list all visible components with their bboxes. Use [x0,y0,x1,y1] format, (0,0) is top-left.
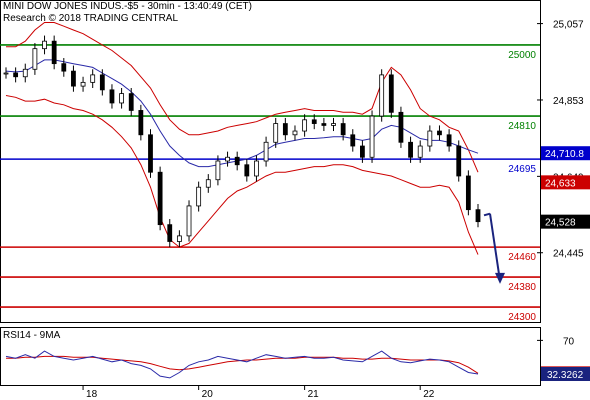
rsi-y-tick-label: 70 [563,336,575,347]
candle-body [176,235,182,242]
candle-body [263,141,269,162]
candle-body [22,68,28,78]
value-box-band [541,175,590,190]
candle-body [99,74,105,91]
copyright-text: Research © 2018 TRADING CENTRAL [3,13,179,24]
y-tick-label: 24,445 [553,249,584,260]
candle-body [51,40,57,65]
level-label-25000: 25000 [508,50,536,61]
candle-body [475,209,481,223]
level-label-24810: 24810 [508,121,536,132]
rsi-title: RSI14 - 9MA [3,330,61,341]
rsi-value-box-rsi [541,367,590,382]
y-tick-label: 24,853 [553,96,584,107]
candle-body [446,134,452,147]
candle-body [148,134,153,173]
value-box-label-band: 24,633 [545,178,576,189]
candle-body [398,111,404,143]
rsi-value-box-label-rsi: 32.3262 [547,370,584,381]
candle-body [321,123,327,126]
projection-arrow-up-segment [483,212,491,217]
candle-body [331,123,336,126]
projection-arrowhead [495,272,505,284]
candle-body [282,123,288,136]
candle-body [32,48,38,70]
x-tick-label: 21 [308,389,320,400]
candle-body [369,115,375,158]
candle-body [196,186,202,207]
candle-body [350,134,356,147]
projection-arrow-down-segment [489,213,501,281]
level-label-24695: 24695 [508,164,536,175]
candle-body [42,40,47,50]
candle-body [465,175,471,211]
value-box-ma [541,146,590,161]
candle-body [388,74,394,113]
value-box-price [541,214,590,229]
chart-title: MINI DOW JONES INDUS.-$5 - 30min - 13:40… [3,1,252,12]
candle-body [128,93,134,111]
candle-body [311,119,317,124]
candle-body [408,141,413,158]
x-tick-label: 22 [423,389,435,400]
candle-body [205,179,211,188]
candle-body [71,70,76,87]
candle-body [186,205,192,237]
candle-body [254,160,259,177]
candle-body [225,156,230,162]
rsi-line [5,350,479,379]
value-box-label-ma: 24,710.8 [545,149,584,160]
level-label-24460: 24460 [508,252,536,263]
candle-body [437,130,442,136]
candle-body [80,81,86,87]
candle-body [109,89,115,104]
level-label-24380: 24380 [508,282,536,293]
candle-body [215,160,221,181]
candle-body [13,72,19,78]
candle-body [427,130,433,147]
candle-body [3,72,9,75]
bollinger-lower-line [5,95,479,255]
candle-body [119,93,124,104]
candle-body [167,224,173,242]
bollinger-upper-line [6,22,479,173]
candle-body [292,130,298,136]
x-tick-label: 20 [202,389,214,400]
y-tick-label: 25,057 [553,20,584,31]
candle-body [61,63,67,72]
candle-body [273,123,279,143]
moving-average-line [5,59,479,168]
value-box-label-price: 24,528 [545,218,576,229]
candle-body [360,145,365,158]
level-label-24300: 24300 [508,312,536,323]
price-panel-frame [0,0,541,323]
candle-body [90,74,96,83]
candle-body [417,145,423,158]
rsi-panel-frame [0,327,541,386]
candle-body [138,110,144,136]
candle-body [379,74,385,117]
candle-body [244,164,250,177]
candle-body [302,119,308,132]
x-tick-label: 18 [86,389,98,400]
candle-body [456,145,462,177]
candle-body [234,156,240,166]
candle-body [340,123,346,136]
candle-body [157,171,163,226]
